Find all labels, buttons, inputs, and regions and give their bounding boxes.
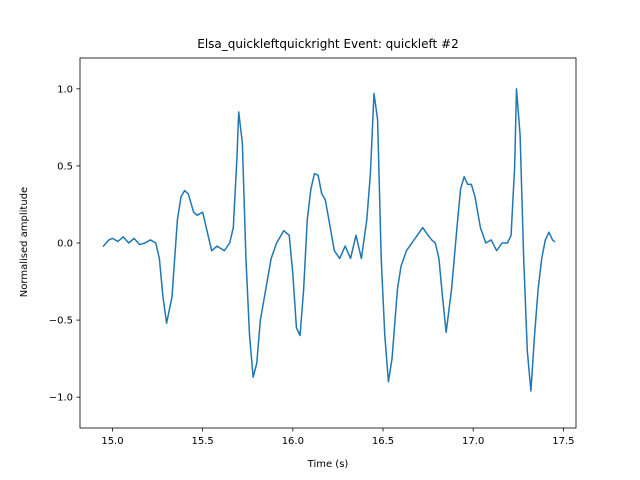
y-tick-label: 0.0 xyxy=(57,239,73,250)
x-tick-label: 17.5 xyxy=(552,436,574,447)
x-tick-label: 17.0 xyxy=(462,436,484,447)
y-tick-label: −0.5 xyxy=(49,316,73,327)
series-layer xyxy=(102,88,556,392)
y-tick-label: 1.0 xyxy=(57,84,73,95)
x-tick-label: 15.5 xyxy=(192,436,214,447)
x-axis-label: Time (s) xyxy=(307,459,349,470)
y-axis-label: Normalised amplitude xyxy=(19,187,30,297)
series-line-0 xyxy=(102,88,556,392)
chart-title: Elsa_quickleftquickright Event: quicklef… xyxy=(197,37,458,51)
x-tick-label: 16.5 xyxy=(372,436,394,447)
x-tick-label: 16.0 xyxy=(282,436,304,447)
x-tick-label: 15.0 xyxy=(101,436,123,447)
y-tick-label: −1.0 xyxy=(49,393,73,404)
y-axis-ticks: −1.0 −0.5 0.0 0.5 1.0 xyxy=(49,84,80,404)
x-axis-ticks: 15.0 15.5 16.0 16.5 17.0 17.5 xyxy=(101,428,575,447)
y-tick-label: 0.5 xyxy=(57,161,73,172)
